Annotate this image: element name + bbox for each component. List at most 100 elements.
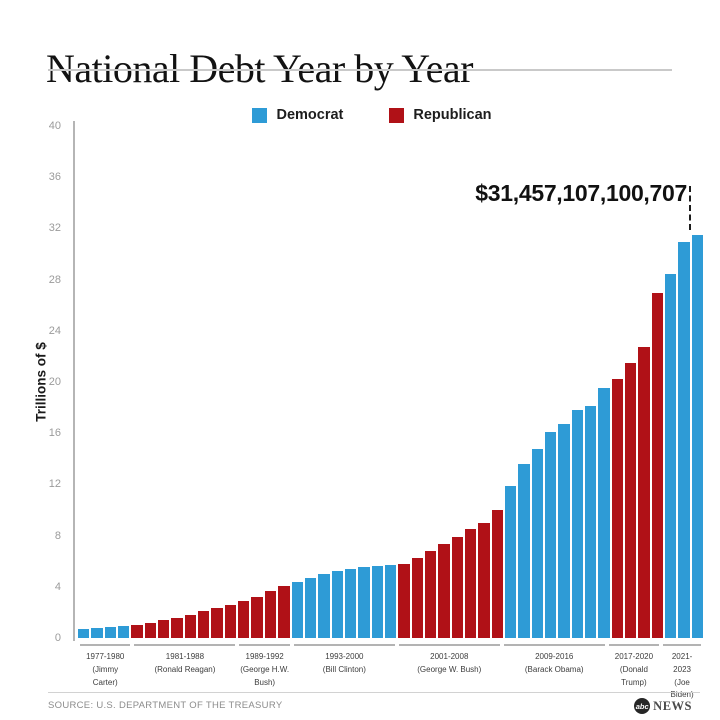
y-axis-ticks: 0 4 8 12 16 20 24 28 32 36 40 [20,120,67,644]
legend-item-republican: Republican [389,107,492,123]
bar-democrat [545,432,557,638]
bar-republican [264,591,277,638]
footer-divider [48,692,700,693]
bar-democrat [358,567,370,638]
debt-total-annotation: $31,457,107,100,707 [475,180,687,206]
era-label: 1993-2000 (Bill Clinton) [293,644,395,702]
bar-republican [451,536,463,638]
era-years: 2021-2023 [671,652,693,674]
bar-democrat [665,274,677,638]
bar-republican [478,522,490,638]
bar-republican [198,610,210,638]
bar-democrat [531,448,544,638]
bar-republican [651,293,664,638]
bar-republican [251,596,263,638]
annotation-dashed-line [689,186,691,230]
era-labels: 1977-1980 (Jimmy Carter) 1981-1988 (Ronald … [78,644,703,702]
y-tick-label: 40 [48,120,61,132]
y-tick-label: 4 [54,580,61,593]
era-label: 1977-1980 (Jimmy Carter) [80,644,131,702]
era-president: (Donald Trump) [619,664,648,687]
y-tick-label: 36 [48,171,61,184]
era-president: (George W. Bush) [417,664,482,674]
era-label: 2017-2020 (Donald Trump) [608,644,660,702]
bar-democrat [558,423,570,638]
bar-republican [398,563,410,638]
era-president: (Barack Obama) [524,664,584,674]
page-title: National Debt Year by Year [46,45,473,91]
y-tick-label: 28 [48,273,61,286]
era-president: (Bill Clinton) [322,664,366,674]
legend: Democrat Republican [12,107,720,123]
bar-republican [611,378,624,638]
era-years: 2009-2016 [535,652,574,661]
title-divider [48,69,672,71]
bar-republican [131,625,143,638]
y-tick-label: 8 [54,529,61,542]
bar-republican [638,347,650,638]
bar-democrat [291,581,303,638]
bar-republican [144,623,157,638]
y-axis-line [73,121,75,641]
bar-republican [438,543,450,638]
bar-republican [184,614,197,638]
bar-republican [464,529,477,638]
plot-area [78,126,704,638]
bar-democrat [331,571,343,638]
bar-republican [491,509,503,638]
bar-democrat [598,387,610,638]
era-years: 1977-1980 [86,652,125,661]
bar-republican [171,617,183,638]
era-label: 1981-1988 (Ronald Reagan) [134,644,236,702]
bar-democrat [78,629,90,638]
bar-democrat [91,628,103,638]
legend-swatch-icon [389,107,405,123]
y-tick-label: 0 [54,632,61,644]
bar-republican [625,362,637,638]
era-years: 2001-2008 [430,652,469,661]
legend-swatch-icon [252,107,268,123]
era-president: (Joe Biden) [670,677,694,700]
bar-democrat [118,626,130,638]
legend-label: Republican [413,107,492,123]
era-president: (George H.W. Bush) [240,664,290,687]
legend-item-democrat: Democrat [252,107,343,123]
era-label: 2021-2023 (Joe Biden) [663,644,701,702]
bar-democrat [304,577,317,638]
bar-democrat [571,409,584,638]
y-tick-label: 12 [48,478,61,491]
bar-democrat [585,405,597,638]
bar-republican [238,601,250,638]
bar-republican [158,620,170,638]
bar-democrat [691,235,704,638]
news-wordmark: NEWS [653,698,692,713]
bar-democrat [384,565,397,638]
bar-democrat [104,627,117,638]
era-years: 2017-2020 [614,652,654,661]
era-years: 1989-1992 [245,652,284,661]
bar-republican [411,558,423,638]
y-tick-label: 24 [48,324,61,337]
y-tick-label: 20 [48,376,61,388]
abc-news-logo: abc NEWS [634,698,692,714]
abc-logo-icon: abc [634,698,651,714]
era-label: 2009-2016 (Barack Obama) [503,644,605,702]
source-credit: SOURCE: U.S. DEPARTMENT OF THE TREASURY [48,700,283,711]
bar-republican [211,607,223,638]
bar-democrat [518,464,530,638]
bar-republican [424,551,437,638]
era-years: 1981-1988 [165,652,205,661]
bar-democrat [505,485,517,638]
era-label: 1989-1992 (George H.W. Bush) [239,644,290,702]
bar-democrat [344,568,357,638]
era-president: (Jimmy Carter) [92,664,119,687]
bar-democrat [318,574,330,638]
bar-republican [224,604,237,638]
y-tick-label: 32 [48,222,61,235]
era-label: 2001-2008 (George W. Bush) [398,644,500,702]
bar-democrat [678,242,690,638]
legend-label: Democrat [276,107,344,123]
era-years: 1993-2000 [325,652,364,661]
y-tick-label: 16 [48,427,61,440]
